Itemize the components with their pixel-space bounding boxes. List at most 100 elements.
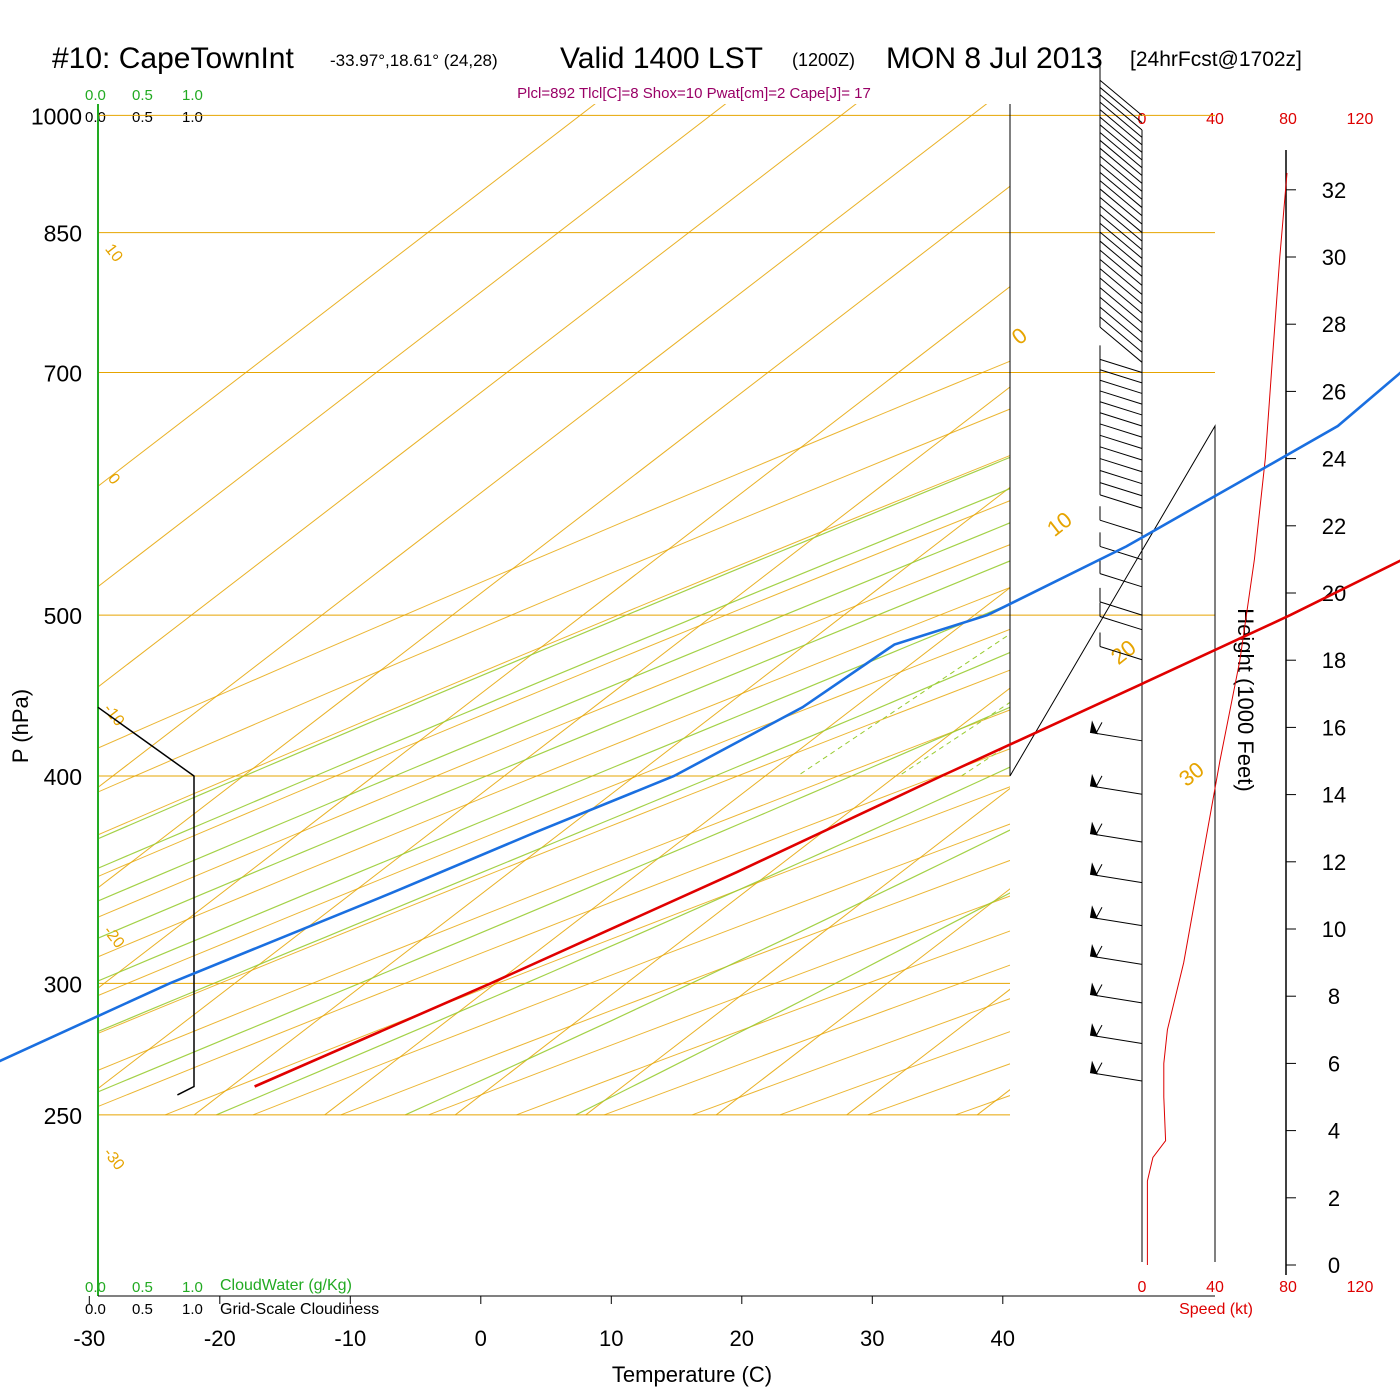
mixing-ratio-line [797,633,1010,777]
dry-adiabat-line [98,709,1010,1071]
speed-tick-top: 40 [1206,111,1224,128]
wind-barb [1089,821,1143,843]
dry-adiabat-line [1219,80,1400,1115]
dry-adiabat-line [1131,80,1400,1115]
wind-barb-shaft [1099,268,1143,305]
isotherm-line [98,104,988,789]
pressure-tick-label: 700 [44,361,82,387]
x-axis-tick-label: 0 [475,1326,487,1351]
wind-barb-shaft [1099,390,1143,405]
wind-barb-shaft [1089,1072,1143,1082]
dry-adiabat-line [516,930,1010,1116]
wind-barb-shaft [1099,240,1143,277]
cloudiness-tick-bottom: 1.0 [182,1301,203,1318]
x-axis-tick-label: -10 [334,1326,366,1351]
moist-adiabat-line [98,560,1010,939]
isotherm-line [716,888,1010,1116]
cloudiness-line [97,706,195,1096]
wind-barb-shaft [1099,316,1143,353]
y-axis-title: P (hPa) [8,689,33,763]
wind-barb-shaft [1099,358,1143,374]
wind-barb-shaft [1099,287,1143,324]
moist-adiabat-line [98,456,1010,840]
wind-barb-flag [1095,823,1103,835]
wind-barb [1099,602,1143,631]
wind-barb-shaft [1099,369,1143,384]
wind-barb-shaft [1099,519,1143,534]
station-coords: -33.97°,18.61° (24,28) [330,51,498,70]
isotherm-line [1238,80,1400,1115]
cloudwater-scale-top: 0.0 0.5 1.0 [85,87,203,104]
wind-barb-shaft [1099,326,1143,363]
plot-frame [97,104,1287,1297]
height-tick-label: 16 [1322,715,1346,740]
cloudwater-tick-bottom: 1.0 [182,1279,203,1296]
grid-clip-group [98,80,1400,1116]
wind-barbs [1089,66,1143,1082]
wind-barb-pennant [1090,905,1098,920]
wind-barb-shaft [1099,423,1143,438]
dry-adiabat-line [98,748,1010,1108]
cloudwater-tick-bottom: 0.5 [132,1279,153,1296]
wind-barb-flag [1095,722,1103,734]
speed-scale-bottom: 0 40 80 120 Speed (kt) [1138,1279,1374,1318]
wind-barb-shaft [1099,101,1143,138]
cloudwater-scale-bottom: 0.0 0.5 1.0 CloudWater (g/Kg) [85,1277,352,1296]
height-tick-label: 26 [1322,379,1346,404]
dry-adiabat-line [98,500,1010,878]
wind-barb-pennant [1090,720,1098,735]
isotherm-line [194,486,1010,1116]
x-axis-tick-label: 30 [860,1326,884,1351]
wind-barb [1099,355,1143,384]
wind-barb [1089,944,1143,965]
wind-barb [1099,118,1143,169]
wind-barb [1099,468,1143,497]
wind-barb [1089,905,1143,927]
speed-axis-label: Speed (kt) [1179,1301,1253,1318]
wind-barb-pennant [1090,773,1098,788]
wind-barb-pennant [1090,862,1098,877]
x-axis-tick-label: 40 [991,1326,1015,1351]
zulu-time: (1200Z) [792,50,855,70]
speed-tick-top: 0 [1138,111,1147,128]
wind-barb-flag [1095,1062,1103,1074]
pressure-tick-label: 850 [44,221,82,247]
wind-barb-shaft [1099,458,1143,473]
cloudiness-tick-top: 0.5 [132,109,153,126]
wind-barb [1089,982,1143,1004]
wind-barb-shaft [1099,231,1143,268]
cloudwater-tick-top: 0.0 [85,87,106,104]
wind-barb-shaft [1099,573,1143,588]
wind-barb-shaft [1099,401,1143,416]
isotherm-line [324,587,1010,1116]
isotherm-line [1369,80,1400,1115]
wind-barb-shaft [1099,249,1143,286]
dry-adiabat-line [98,669,1010,1034]
wind-barb-shaft [1089,873,1143,884]
temperature-profile-line [254,559,1400,1088]
height-tick-label: 14 [1322,783,1346,808]
wind-barb-shaft [1099,94,1143,131]
wind-barb-shaft [1099,163,1143,200]
cloudwater-tick-bottom: 0.0 [85,1279,106,1296]
isobar-group [98,114,1215,1116]
wind-barb-shaft [1099,124,1143,161]
mixing-ratio-line [1044,94,1400,776]
wind-barb-shaft [1099,180,1143,217]
wind-barb [1099,183,1143,233]
stability-indices: Plcl=892 Tlcl[C]=8 Shox=10 Pwat[cm]=2 Ca… [517,85,871,102]
dry-adiabat-line [165,786,1010,1116]
wind-barb [1099,559,1143,588]
wind-barb-flag [1095,984,1103,996]
wind-barb-shaft [1099,214,1143,251]
x-axis-tick-label: -20 [204,1326,236,1351]
wind-barb-shaft [1099,296,1143,333]
speed-tick-bottom: 120 [1347,1279,1374,1296]
wind-barb [1099,506,1143,534]
forecast-date: MON 8 Jul 2013 [886,42,1103,75]
plot-right-slant [1009,424,1216,1262]
wind-speed-line [1146,172,1288,1265]
dry-adiabat-line [692,998,1010,1116]
cloudiness-tick-top: 0.0 [85,109,106,126]
wind-barb-flag [1095,945,1103,958]
